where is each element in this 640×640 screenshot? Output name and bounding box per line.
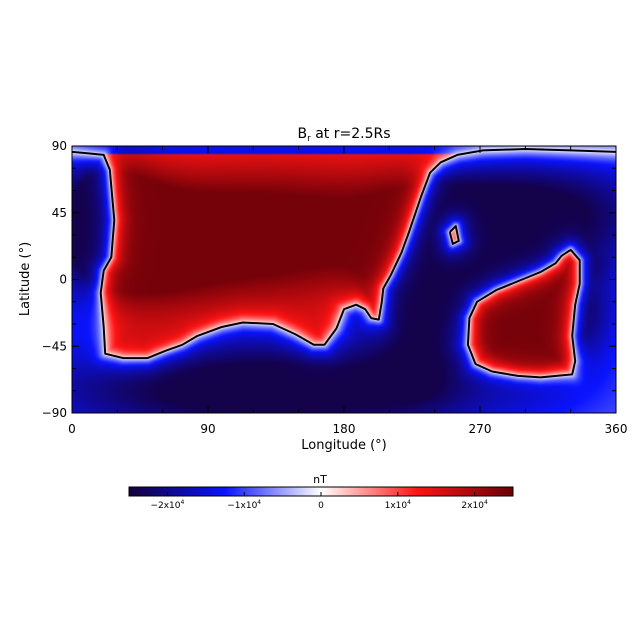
colorbar-tick-label: −1x104: [227, 499, 261, 511]
y-axis-label: Latitude (°): [18, 242, 33, 316]
colorbar-tick-label: 0: [318, 501, 324, 511]
chart-title-main: B: [297, 126, 307, 142]
x-tick-label: 360: [605, 422, 628, 436]
chart-title-subscript: r: [307, 134, 311, 144]
colorbar-tick-label: 2x104: [461, 499, 488, 511]
colorbar-ticks: −2x104 −1x104 0 1x104 2x104: [150, 492, 488, 511]
x-tick-label: 90: [200, 422, 215, 436]
contour-lines: [72, 148, 616, 379]
x-axis: 0 90 180 270 360: [68, 146, 627, 436]
y-tick-label: −90: [42, 406, 67, 420]
y-tick-label: 90: [52, 139, 67, 153]
x-tick-label: 0: [68, 422, 76, 436]
colorbar-tick-label: 1x104: [385, 499, 412, 511]
contour-positive-region-2: [466, 248, 581, 379]
contour-positive-region-1: [72, 148, 616, 360]
y-axis: −90 −45 0 45 90: [42, 139, 616, 420]
chart-title: Br at r=2.5Rs: [297, 126, 390, 144]
x-tick-label: 270: [469, 422, 492, 436]
x-axis-label: Longitude (°): [301, 438, 386, 453]
colorbar-tick-label: −2x104: [150, 499, 184, 511]
heatmap-image: [72, 146, 616, 413]
y-tick-label: 45: [52, 206, 67, 220]
y-tick-label: −45: [42, 339, 67, 353]
y-tick-label: 0: [59, 273, 67, 287]
colorbar-label: nT: [313, 473, 327, 486]
contour-positive-island: [448, 225, 460, 245]
x-tick-label: 180: [333, 422, 356, 436]
chart-title-suffix: at r=2.5Rs: [311, 126, 391, 142]
